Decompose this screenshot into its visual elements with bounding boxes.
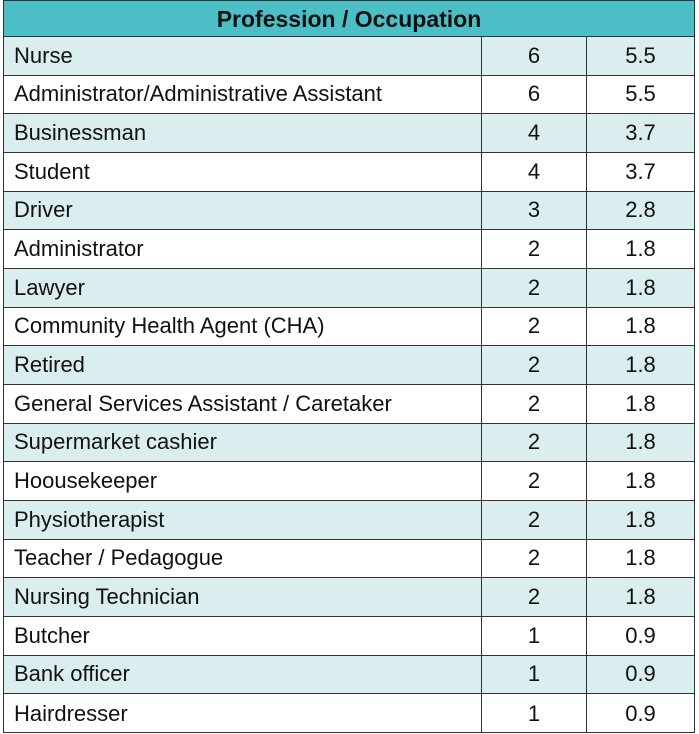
count-cell: 2 [482, 346, 587, 384]
occupation-cell: Hairdresser [4, 694, 482, 733]
count-cell: 2 [482, 269, 587, 307]
table-row: General Services Assistant / Caretaker 2 1… [4, 385, 694, 424]
percent-cell: 5.5 [625, 81, 656, 107]
table-row: Administrator/Administrative Assistant 6 5… [4, 75, 694, 115]
percent-cell: 1.8 [625, 313, 656, 339]
count-cell: 1 [482, 617, 587, 655]
count-cell: 4 [482, 114, 587, 152]
count-cell: 2 [482, 230, 587, 268]
table-row: Physiotherapist 2 1.8 [4, 501, 694, 540]
occupation-cell: Nurse [4, 37, 482, 75]
percent-cell: 1.8 [625, 274, 656, 300]
percent-cell: 1.8 [625, 352, 656, 378]
occupation-cell: Driver [4, 191, 482, 230]
table-row: Teacher / Pedagogue 2 1.8 [4, 539, 694, 579]
percent-cell: 3.7 [625, 120, 656, 146]
percent-cell: 1.8 [625, 390, 656, 416]
table-row: Community Health Agent (CHA) 2 1.8 [4, 307, 694, 347]
percent-cell: 1.8 [625, 506, 656, 532]
count-cell: 2 [482, 539, 587, 578]
table-row: Supermarket cashier 2 1.8 [4, 423, 694, 463]
table-row: Hairdresser 1 0.9 [4, 694, 694, 733]
table-row: Driver 3 2.8 [4, 191, 694, 231]
occupation-cell: Businessman [4, 114, 482, 152]
percent-cell: 0.9 [625, 622, 656, 648]
occupation-cell: Administrator/Administrative Assistant [4, 75, 482, 114]
table-row: Hoousekeeper 2 1.8 [4, 462, 694, 501]
occupation-cell: Nursing Technician [4, 578, 482, 616]
count-cell: 1 [482, 694, 587, 733]
occupation-cell: Administrator [4, 230, 482, 268]
percent-cell: 0.9 [625, 661, 656, 687]
percent-cell: 2.8 [625, 197, 656, 223]
count-cell: 3 [482, 191, 587, 230]
count-cell: 2 [482, 423, 587, 462]
occupation-cell: Supermarket cashier [4, 423, 482, 462]
occupation-cell: Retired [4, 346, 482, 384]
occupation-cell: Lawyer [4, 269, 482, 307]
percent-cell: 1.8 [625, 429, 656, 455]
occupation-cell: Butcher [4, 617, 482, 655]
table-row: Student 4 3.7 [4, 153, 694, 192]
table-row: Nurse 6 5.5 [4, 37, 694, 76]
occupation-cell: Hoousekeeper [4, 462, 482, 500]
percent-cell: 0.9 [625, 700, 656, 726]
count-cell: 1 [482, 655, 587, 694]
count-cell: 6 [482, 37, 587, 75]
percent-cell: 5.5 [625, 42, 656, 68]
table: Profession / Occupation Nurse 6 5.5 Adminis… [3, 0, 695, 733]
percent-cell: 1.8 [625, 468, 656, 494]
occupation-cell: General Services Assistant / Caretaker [4, 385, 482, 423]
count-cell: 2 [482, 307, 587, 346]
percent-cell: 1.8 [625, 545, 656, 571]
percent-cell: 1.8 [625, 236, 656, 262]
occupation-cell: Physiotherapist [4, 501, 482, 539]
count-cell: 2 [482, 462, 587, 500]
occupation-cell: Student [4, 153, 482, 191]
count-cell: 6 [482, 75, 587, 114]
table-row: Businessman 4 3.7 [4, 114, 694, 153]
table-row: Butcher 1 0.9 [4, 617, 694, 656]
occupation-cell: Teacher / Pedagogue [4, 539, 482, 578]
table-row: Nursing Technician 2 1.8 [4, 578, 694, 617]
table-row: Bank officer 1 0.9 [4, 655, 694, 695]
table-header: Profession / Occupation [4, 1, 694, 37]
percent-cell: 3.7 [625, 158, 656, 184]
count-cell: 4 [482, 153, 587, 191]
count-cell: 2 [482, 501, 587, 539]
table-row: Lawyer 2 1.8 [4, 269, 694, 308]
count-cell: 2 [482, 578, 587, 616]
table-row: Administrator 2 1.8 [4, 230, 694, 269]
occupation-cell: Community Health Agent (CHA) [4, 307, 482, 346]
count-cell: 2 [482, 385, 587, 423]
occupation-cell: Bank officer [4, 655, 482, 694]
percent-cell: 1.8 [625, 584, 656, 610]
table-row: Retired 2 1.8 [4, 346, 694, 385]
